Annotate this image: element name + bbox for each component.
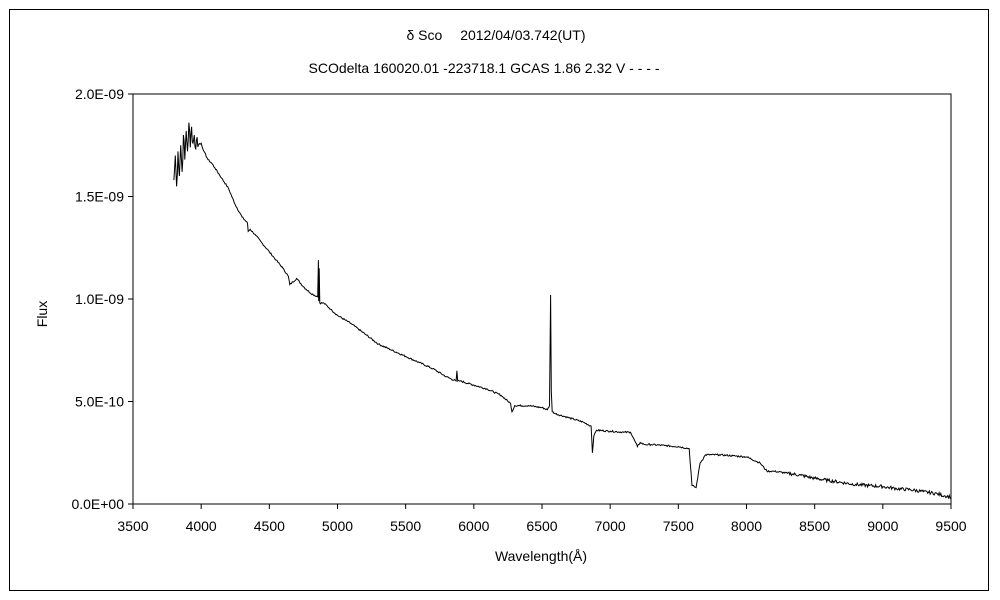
- chart-frame: [9, 9, 989, 591]
- series-line-spectrum: [173, 122, 952, 500]
- y-tick-label: 1.5E-09: [75, 189, 124, 205]
- x-tick-label: 6500: [526, 518, 557, 534]
- x-tick-label: 9500: [935, 518, 966, 534]
- y-tick-label: 0.0E+00: [71, 496, 124, 512]
- y-tick-label: 1.0E-09: [75, 291, 124, 307]
- chart-subtitle: SCOdelta 160020.01 -223718.1 GCAS 1.86 2…: [309, 60, 660, 76]
- x-tick-label: 5000: [322, 518, 353, 534]
- x-tick-label: 6000: [458, 518, 489, 534]
- y-axis: 0.0E+00 5.0E-10 1.0E-09 1.5E-09 2.0E-09: [71, 86, 133, 512]
- x-tick-label: 7500: [663, 518, 694, 534]
- x-tick-label: 4500: [254, 518, 285, 534]
- x-tick-label: 8000: [731, 518, 762, 534]
- x-tick-label: 7000: [595, 518, 626, 534]
- x-axis: 3500 4000 4500 5000 5500 6000 6500 7000 7500 8000…: [117, 504, 967, 534]
- y-tick-label: 5.0E-10: [75, 394, 124, 410]
- y-tick-label: 2.0E-09: [75, 86, 124, 102]
- x-tick-label: 5500: [390, 518, 421, 534]
- x-tick-label: 3500: [117, 518, 148, 534]
- y-axis-label: Flux: [34, 301, 50, 327]
- x-tick-label: 4000: [186, 518, 217, 534]
- x-tick-label: 9000: [867, 518, 898, 534]
- x-axis-label: Wavelength(Å): [495, 548, 587, 564]
- plot-area: [132, 93, 952, 505]
- chart-title: δ Sco 2012/04/03.742(UT): [407, 27, 586, 43]
- x-tick-label: 8500: [799, 518, 830, 534]
